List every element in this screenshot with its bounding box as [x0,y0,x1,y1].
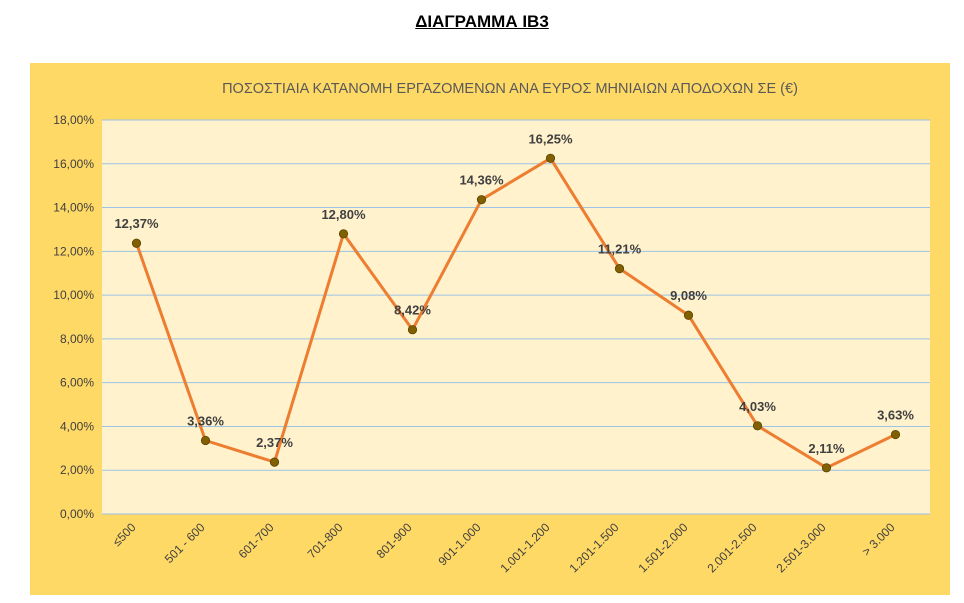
x-tick-label: 1.001-1.200 [497,520,552,575]
x-tick-label: 701-800 [305,520,346,561]
y-tick-label: 8,00% [60,332,94,346]
y-tick-label: 16,00% [53,157,94,171]
y-tick-label: 10,00% [53,288,94,302]
y-tick-label: 14,00% [53,201,94,215]
data-label: 3,36% [187,413,224,428]
x-tick-label: ≤500 [110,520,139,549]
data-point [752,421,763,431]
data-label: 2,11% [808,441,845,456]
x-tick-label: 1.501-2.000 [635,520,690,575]
y-tick-label: 12,00% [53,244,94,258]
data-label: 2,37% [256,435,293,450]
chart-title: ΠΟΣΟΣΤΙΑΙΑ ΚΑΤΑΝΟΜΗ ΕΡΓΑΖΟΜΕΝΩΝ ΑΝΑ ΕΥΡΟ… [222,81,798,97]
y-tick-label: 2,00% [60,463,94,477]
data-point [269,457,280,467]
data-label: 11,21% [598,242,642,257]
data-point [407,325,418,335]
x-tick-label: 501 - 600 [162,520,208,566]
data-point [890,429,901,440]
data-point [821,463,832,473]
data-point [683,310,694,320]
data-point [200,435,211,446]
data-label: 3,63% [877,408,914,423]
y-tick-label: 0,00% [60,507,94,521]
data-point [545,153,556,163]
line-chart: ΠΟΣΟΣΤΙΑΙΑ ΚΑΤΑΝΟΜΗ ΕΡΓΑΖΟΜΕΝΩΝ ΑΝΑ ΕΥΡΟ… [53,81,930,575]
x-tick-label: 901-1.000 [436,520,484,568]
data-label: 16,25% [528,131,573,146]
data-point [338,229,349,239]
x-tick-label: 801-900 [374,520,415,561]
chart-frame: ΠΟΣΟΣΤΙΑΙΑ ΚΑΤΑΝΟΜΗ ΕΡΓΑΖΟΜΕΝΩΝ ΑΝΑ ΕΥΡΟ… [30,63,950,595]
series-line [135,156,897,470]
x-tick-label: 2.501-3.000 [773,520,828,575]
data-label: 4,03% [739,399,776,414]
data-label: 14,36% [459,173,504,188]
y-tick-label: 18,00% [53,113,94,127]
x-tick-label: > 3.000 [859,520,898,559]
data-point [131,238,142,248]
data-label: 12,37% [114,216,159,231]
x-tick-label: 2.001-2.500 [704,520,759,575]
data-point [614,264,625,274]
data-label: 9,08% [670,288,707,303]
y-tick-label: 4,00% [60,419,94,433]
y-tick-label: 6,00% [60,376,94,390]
x-tick-label: 601-700 [236,520,277,561]
data-label: 8,42% [394,303,431,318]
data-label: 12,80% [321,207,366,222]
document-heading: ΔΙΑΓΡΑΜΜΑ ΙΒ3 [415,12,549,31]
x-tick-label: 1.201-1.500 [566,520,621,575]
data-point [476,195,487,205]
